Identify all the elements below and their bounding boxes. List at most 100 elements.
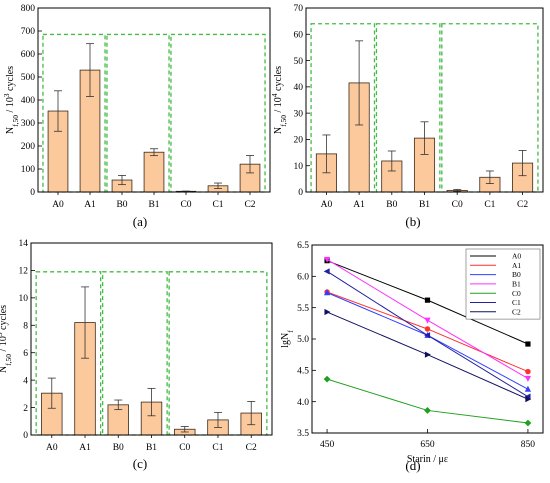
error-bar-A0 — [47, 377, 56, 409]
error-bar-B0 — [114, 399, 123, 411]
y-tick-label: 600 — [21, 50, 36, 60]
panel-caption: (d) — [405, 458, 420, 473]
x-axis-label: Starin / με — [407, 454, 448, 465]
error-bar-C2 — [247, 400, 256, 426]
error-bar-A0 — [322, 134, 331, 174]
error-bar-B1 — [147, 387, 156, 417]
error-bar-C2 — [518, 150, 527, 177]
y-tick-label: 500 — [21, 73, 36, 83]
y-axis-label-tail: cycles — [273, 66, 284, 94]
legend-label-C0: C0 — [512, 289, 521, 298]
x-tick-label: C0 — [180, 200, 191, 210]
y-axis-label-main: N — [0, 366, 9, 373]
y-axis-label-sub: f,50 — [279, 115, 288, 127]
y-axis-label-unit: / 10 — [0, 336, 9, 354]
x-tick-label: C1 — [212, 200, 223, 210]
error-bar-C1 — [485, 170, 494, 184]
y-tick-label: 4.0 — [297, 398, 309, 408]
y-axis-label-sup: 3 — [2, 93, 11, 97]
y-axis-label-sup: 4 — [270, 93, 279, 97]
y-tick-label: 50 — [294, 57, 304, 67]
y-tick-label: 12 — [19, 267, 29, 277]
y-tick-label: 60 — [294, 30, 304, 40]
y-axis-label-tail: cycles — [0, 305, 9, 333]
error-bar-A0 — [54, 90, 62, 132]
x-tick-label: C0 — [179, 443, 190, 453]
series-B1 — [323, 256, 532, 382]
y-tick-label: 0 — [23, 431, 28, 441]
x-tick-label: 850 — [521, 440, 536, 450]
point-C1-650 — [424, 332, 431, 339]
y-tick-label: 0 — [30, 188, 35, 198]
x-tick-label: C1 — [212, 443, 223, 453]
y-axis-label: Nf,50 / 104 cycles — [270, 66, 288, 134]
y-axis-label-sub: f,50 — [11, 115, 20, 127]
x-tick-label: 650 — [420, 440, 435, 450]
group-box — [375, 23, 441, 193]
error-bar-B0 — [387, 150, 396, 172]
y-tick-label: 5.5 — [297, 304, 309, 314]
y-tick-label: 300 — [21, 119, 36, 129]
y-tick-label: 200 — [21, 142, 36, 152]
x-tick-label: B0 — [116, 200, 127, 210]
point-A1-650 — [424, 326, 431, 332]
panel-caption: (b) — [405, 214, 420, 229]
point-B0-850 — [524, 385, 532, 392]
y-tick-label: 6.0 — [297, 273, 309, 283]
x-tick-label: B1 — [146, 443, 157, 453]
point-C2-850 — [525, 396, 532, 403]
y-tick-label: 3.5 — [297, 429, 309, 439]
error-bar-C2 — [246, 155, 254, 174]
y-axis-label-main: N — [5, 127, 16, 134]
legend-label-C2: C2 — [512, 307, 521, 316]
y-axis-label: Nf,50 / 103 cycles — [2, 66, 20, 134]
error-bar-C0 — [180, 426, 189, 433]
point-C0-650 — [424, 407, 431, 414]
y-axis-label-unit: / 10 — [273, 97, 284, 115]
legend-label-C1: C1 — [512, 298, 521, 307]
x-tick-label: A1 — [353, 200, 365, 210]
error-bar-C1 — [214, 182, 222, 189]
error-bar-A1 — [355, 40, 364, 126]
legend-label-A1: A1 — [512, 261, 521, 270]
x-tick-label: C2 — [246, 443, 257, 453]
x-tick-label: A1 — [84, 200, 96, 210]
y-tick-label: 30 — [294, 109, 304, 119]
y-tick-label: 20 — [294, 136, 304, 146]
group-box — [106, 33, 170, 193]
bar-chart-c: 0 2 4 6 8 10 12 14 A0 A1 B0 B1 C0 C1 C2 Nf,50 / 105 cyc… — [0, 239, 273, 471]
y-axis-label-sub: f,50 — [4, 354, 13, 366]
point-B0-450 — [323, 289, 331, 296]
group-box — [310, 23, 376, 193]
y-tick-label: 700 — [21, 27, 36, 37]
y-tick-label: 70 — [294, 4, 304, 14]
error-bar-B0 — [118, 175, 126, 186]
point-C1-450 — [323, 268, 330, 275]
x-tick-label: C2 — [517, 200, 528, 210]
group-box — [168, 271, 268, 436]
group-box — [42, 33, 106, 193]
legend-label-B1: B1 — [512, 280, 521, 289]
y-axis-label-main: lgN — [280, 333, 291, 348]
y-tick-label: 40 — [294, 83, 304, 93]
y-axis-label: Nf,50 / 105 cycles — [0, 305, 13, 373]
x-tick-label: A0 — [321, 200, 333, 210]
y-tick-label: 6 — [23, 349, 28, 359]
bar-chart-b: 0 10 20 30 40 50 60 70 A0 A1 B0 B1 C0 C1 C2 Nf,50 / 104… — [270, 4, 544, 229]
y-axis-label-unit: / 10 — [5, 97, 16, 115]
y-axis-label-sub: f — [286, 330, 295, 333]
line-chart-d: 3.5 4.0 4.5 5.0 5.5 6.0 6.5 450 650 850 A0A1B0B1C0… — [280, 241, 544, 473]
y-tick-label: 400 — [21, 96, 36, 106]
y-tick-label: 2 — [23, 404, 28, 414]
error-bar-B1 — [420, 121, 429, 155]
y-tick-label: 800 — [21, 4, 36, 14]
x-tick-label: B0 — [386, 200, 397, 210]
y-tick-label: 5.0 — [297, 335, 309, 345]
legend-label-B0: B0 — [512, 270, 521, 279]
group-box — [441, 23, 539, 193]
y-tick-label: 4 — [23, 376, 28, 386]
y-tick-label: 100 — [21, 165, 36, 175]
error-bar-C0 — [453, 188, 462, 192]
